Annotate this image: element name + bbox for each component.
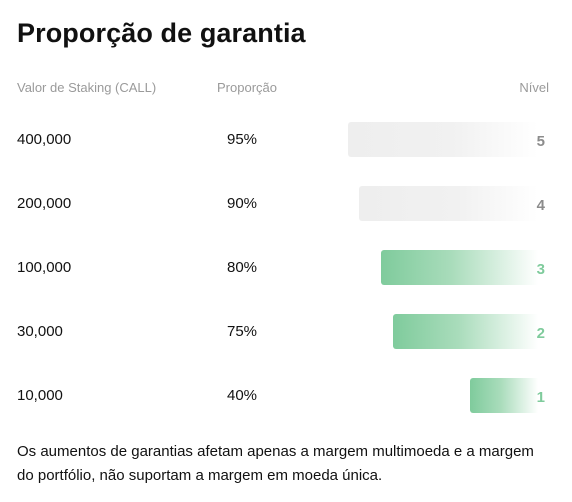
level-number: 2 [536, 325, 545, 342]
staking-value: 100,000 [17, 259, 72, 276]
level-number: 3 [536, 261, 545, 278]
level-number: 5 [536, 133, 545, 150]
page-title: Proporção de garantia [17, 18, 306, 48]
staking-value: 30,000 [17, 323, 63, 340]
level-number: 1 [536, 389, 545, 406]
header-staking-value: Valor de Staking (CALL) [17, 80, 157, 95]
level-bar [470, 378, 538, 413]
ratio-value: 80% [227, 259, 258, 276]
level-number: 4 [536, 197, 545, 214]
staking-value: 400,000 [17, 131, 72, 148]
header-ratio: Proporção [217, 80, 277, 95]
table-row: 10,000 40% 1 [0, 378, 572, 425]
ratio-value: 95% [227, 131, 258, 148]
header-level: Nível [519, 80, 549, 95]
level-bar [381, 250, 538, 285]
ratio-value: 40% [227, 387, 258, 404]
ratio-value: 75% [227, 323, 258, 340]
level-bar [359, 186, 538, 221]
level-bar [348, 122, 538, 157]
staking-value: 10,000 [17, 387, 63, 404]
table-row: 100,000 80% 3 [0, 250, 572, 297]
table-row: 30,000 75% 2 [0, 314, 572, 361]
table-row: 400,000 95% 5 [0, 122, 572, 169]
level-bar [393, 314, 538, 349]
table-row: 200,000 90% 4 [0, 186, 572, 233]
collateral-note: Os aumentos de garantias afetam apenas a… [17, 443, 534, 484]
staking-value: 200,000 [17, 195, 72, 212]
ratio-value: 90% [227, 195, 258, 212]
